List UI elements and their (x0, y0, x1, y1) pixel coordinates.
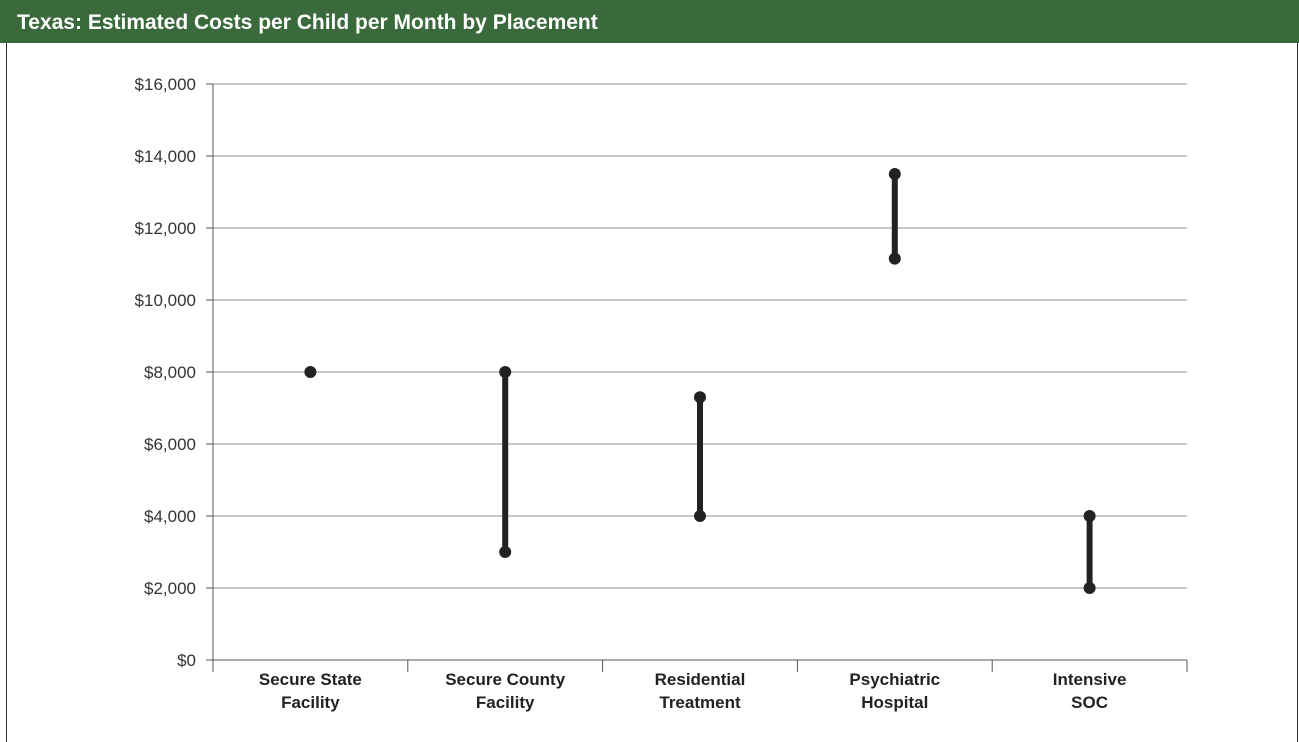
y-tick-label: $8,000 (144, 363, 196, 382)
y-tick-label: $12,000 (135, 219, 196, 238)
y-tick-label: $0 (177, 651, 196, 670)
y-tick-label: $10,000 (135, 291, 196, 310)
chart-frame (6, 43, 1298, 742)
range-high-point (499, 366, 512, 378)
range-high-point (694, 391, 706, 404)
x-category-label: Facility (476, 693, 535, 712)
x-category-label: Treatment (659, 693, 741, 712)
range-low-point (1083, 582, 1096, 594)
range-marks (304, 168, 1096, 594)
x-category-label: Intensive (1053, 670, 1127, 689)
y-tick-label: $14,000 (135, 147, 196, 166)
y-tick-label: $4,000 (144, 507, 196, 526)
y-tick-label: $16,000 (135, 75, 196, 94)
gridlines (206, 83, 1188, 672)
range-high-point (1083, 510, 1096, 522)
range-point (304, 366, 317, 378)
range-low-point (888, 252, 901, 265)
x-category-label: Secure State (259, 670, 362, 689)
range-low-point (694, 510, 706, 522)
x-category-label: SOC (1071, 693, 1108, 712)
x-category-label: Residential (655, 670, 746, 689)
x-axis-categories: Secure State Facility Secure County Facilit… (259, 670, 1127, 712)
chart-title: Texas: Estimated Costs per Child per Mon… (0, 0, 1299, 43)
x-category-label: Secure County (445, 670, 566, 689)
y-axis-ticks: $0 $2,000 $4,000 $6,000 $8,000 $10,000 $12,000… (135, 75, 196, 670)
x-category-label: Hospital (861, 693, 928, 712)
y-tick-label: $6,000 (144, 435, 196, 454)
range-high-point (888, 168, 901, 180)
y-tick-label: $2,000 (144, 579, 196, 598)
x-category-label: Facility (281, 693, 340, 712)
x-category-label: Psychiatric (849, 670, 940, 689)
range-low-point (499, 546, 512, 558)
